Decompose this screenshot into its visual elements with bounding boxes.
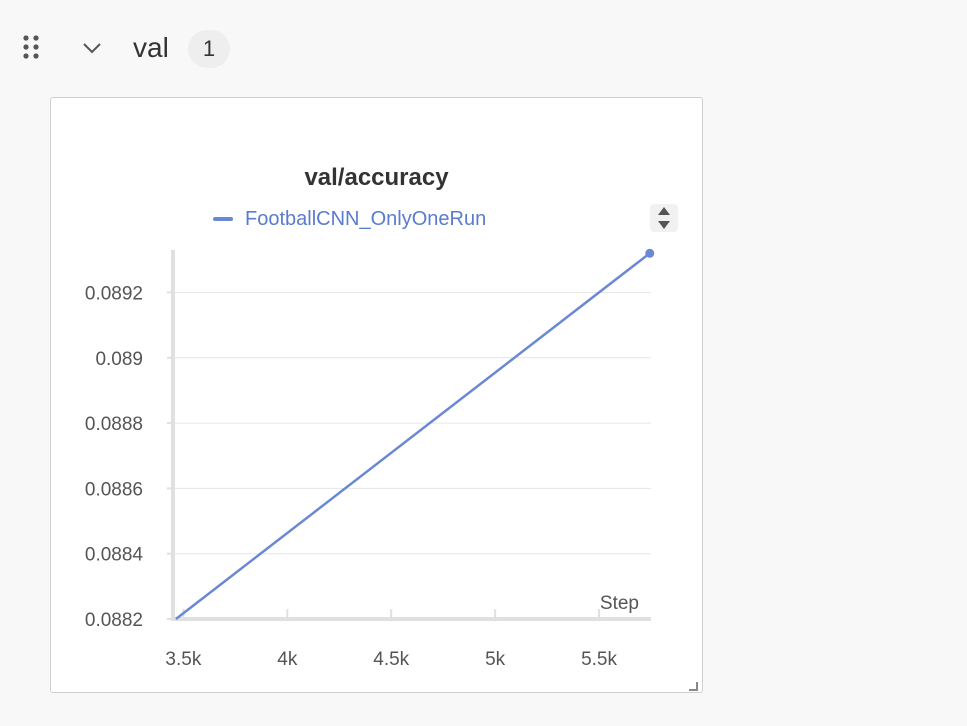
grid-lines xyxy=(173,291,651,555)
chevron-down-icon[interactable] xyxy=(80,36,104,60)
x-tick-label: 3.5k xyxy=(165,649,201,670)
sort-legend-button[interactable] xyxy=(650,204,678,232)
x-axis-tick-labels: 3.5k 4k 4.5k 5k 5.5k xyxy=(165,649,617,670)
section-header: val 1 xyxy=(0,0,967,96)
sort-arrows-icon xyxy=(658,207,670,229)
legend-swatch xyxy=(213,217,233,221)
x-tick-label: 4.5k xyxy=(373,649,409,670)
y-tick-label: 0.0888 xyxy=(85,414,143,435)
y-axis-tick-labels: 0.0882 0.0884 0.0886 0.0888 0.089 0.0892 xyxy=(85,283,144,631)
legend-entry-label[interactable]: FootballCNN_OnlyOneRun xyxy=(245,207,487,230)
section-count-badge: 1 xyxy=(188,30,230,68)
x-tick-label: 5.5k xyxy=(581,649,617,670)
series-lines xyxy=(175,248,655,620)
resize-handle-icon[interactable] xyxy=(688,678,698,691)
axes xyxy=(167,250,651,621)
y-tick-label: 0.0884 xyxy=(85,545,144,566)
series-end-point xyxy=(645,248,655,258)
section-title[interactable]: val xyxy=(133,32,169,63)
series-line xyxy=(175,252,651,620)
line-chart-plot[interactable]: 0.0882 0.0884 0.0886 0.0888 0.089 0.0892 3.5k… xyxy=(51,98,702,692)
x-tick-label: 4k xyxy=(277,649,298,670)
chart-panel[interactable]: val/accuracy FootballCNN_OnlyOneRun 0.08… xyxy=(50,97,703,693)
y-tick-label: 0.0886 xyxy=(85,479,143,500)
chart-title: val/accuracy xyxy=(304,164,449,191)
y-tick-label: 0.0892 xyxy=(85,283,143,304)
y-tick-label: 0.0882 xyxy=(85,610,143,631)
drag-handle-icon[interactable] xyxy=(22,34,44,60)
x-tick-label: 5k xyxy=(485,649,506,670)
chart-legend: FootballCNN_OnlyOneRun xyxy=(213,206,486,232)
y-tick-label: 0.089 xyxy=(95,349,143,370)
x-axis-label: Step xyxy=(600,593,639,614)
